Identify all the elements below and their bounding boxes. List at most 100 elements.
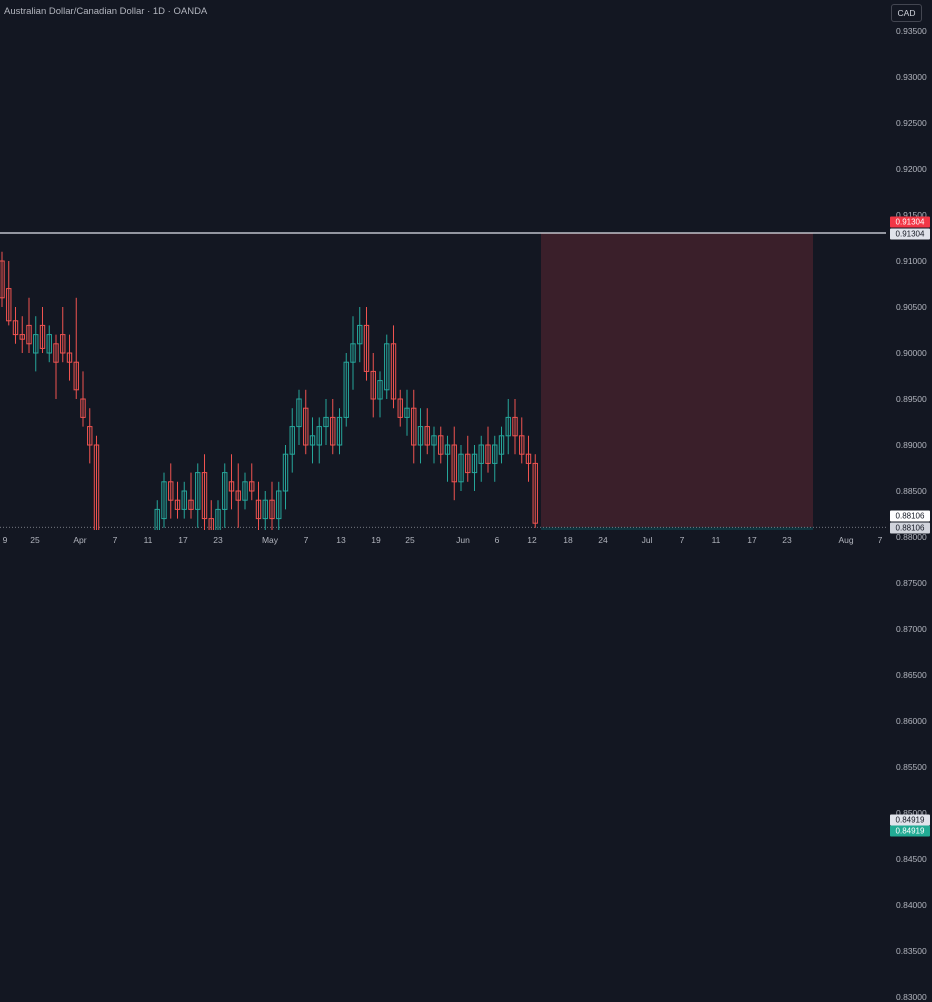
stop-loss-price-tag: 0.91304 (890, 216, 930, 228)
candle-body (363, 324, 370, 372)
candle-body (215, 508, 221, 530)
time-tick-label: 17 (747, 535, 757, 545)
time-tick-label: 7 (877, 535, 883, 545)
upper-level-price-tag: 0.91304 (890, 228, 930, 240)
candle-body (53, 343, 59, 363)
candle-body (492, 444, 498, 464)
price-tick-label: 0.87000 (896, 624, 927, 634)
candle-body (6, 288, 12, 322)
time-tick-label: 6 (494, 535, 500, 545)
time-tick-label: 25 (30, 535, 40, 545)
candle-body (465, 453, 471, 474)
currency-button[interactable]: CAD (891, 4, 922, 22)
candle-body (73, 361, 79, 391)
candle-body (471, 453, 478, 474)
candle-body (0, 260, 5, 299)
candle-body (357, 324, 363, 345)
time-tick-label: Apr (73, 535, 87, 545)
time-tick-label: Jul (641, 535, 653, 545)
candle-body (195, 472, 201, 510)
time-tick-label: 7 (679, 535, 685, 545)
time-tick-label: 24 (598, 535, 608, 545)
chart-canvas[interactable] (0, 0, 886, 530)
candle-body (282, 453, 289, 492)
price-tick-label: 0.91000 (896, 256, 927, 266)
price-tick-label: 0.90000 (896, 348, 927, 358)
price-tick-label: 0.84000 (896, 900, 927, 910)
candle-body (161, 481, 167, 520)
candle-body (377, 380, 383, 400)
price-tick-label: 0.89000 (896, 440, 927, 450)
candle-body (411, 407, 417, 446)
candle-body (33, 334, 39, 354)
price-tick-label: 0.93000 (896, 72, 927, 82)
candle-body (458, 453, 464, 483)
price-tick-label: 0.86500 (896, 670, 927, 680)
candle-body (343, 361, 349, 418)
candle-body (512, 416, 518, 437)
candle-body (323, 416, 329, 428)
candle-body (384, 343, 390, 391)
entry-price-tag: 0.88106 (890, 510, 930, 522)
candle-body (168, 481, 174, 501)
time-tick-label: 12 (527, 535, 537, 545)
candle-body (370, 370, 376, 400)
candle-body (451, 444, 457, 483)
chart-area[interactable]: Australian Dollar/Canadian Dollar · 1D ·… (0, 0, 886, 530)
time-tick-label: 18 (563, 535, 573, 545)
candle-body (485, 444, 491, 464)
candle-body (316, 426, 322, 446)
candle-body (444, 444, 451, 455)
candle-body (498, 435, 505, 455)
candle-body (228, 481, 235, 492)
time-tick-label: 13 (336, 535, 346, 545)
candle-body (19, 334, 25, 340)
candle-body (505, 416, 511, 437)
time-axis[interactable]: 9 25 Apr 7 11 17 23 May 7 13 19 25 Jun 6 12 18 24 Jul 7 11 1… (0, 530, 886, 550)
candle-body (296, 398, 302, 428)
candle-body (249, 481, 255, 492)
time-tick-label: 9 (2, 535, 8, 545)
price-axis[interactable]: 0.93500 0.93000 0.92500 0.92000 0.91500 0.910… (886, 0, 932, 1002)
candle-body (330, 416, 336, 446)
candle-body (262, 499, 268, 520)
candle-body (208, 518, 214, 530)
take-profit-zone (541, 527, 813, 530)
candle-body (350, 343, 356, 363)
candle-body (519, 435, 525, 455)
candle-body (289, 426, 295, 455)
candle-body (417, 426, 424, 446)
candle-body (242, 481, 248, 501)
candle-body (303, 407, 309, 446)
candle-body (255, 499, 262, 520)
time-tick-label: 23 (213, 535, 223, 545)
price-tick-label: 0.83500 (896, 946, 927, 956)
candle-body (397, 398, 403, 418)
candle-body (269, 499, 275, 520)
price-tick-label: 0.93500 (896, 26, 927, 36)
candle-body (26, 324, 32, 345)
candle-body (309, 435, 316, 446)
time-tick-label: Aug (838, 535, 854, 545)
time-tick-label: May (261, 535, 279, 545)
price-tick-label: 0.92000 (896, 164, 927, 174)
candle-body (93, 444, 100, 530)
candle-body (276, 490, 282, 520)
candle-body (80, 398, 86, 418)
candle-body (404, 407, 410, 418)
current-price-tag: 0.88106 (890, 522, 930, 534)
candle-body (525, 453, 532, 464)
price-tick-label: 0.84500 (896, 854, 927, 864)
candle-body (87, 426, 93, 446)
price-tick-label: 0.89500 (896, 394, 927, 404)
price-tick-label: 0.91500 (896, 210, 927, 220)
candle-body (478, 444, 484, 464)
candle-body (60, 334, 66, 354)
candle-body (532, 462, 538, 524)
candle-body (201, 472, 208, 520)
candle-body (438, 435, 444, 455)
symbol-title[interactable]: Australian Dollar/Canadian Dollar · 1D ·… (4, 6, 208, 17)
candle-body (424, 426, 430, 446)
candle-body (222, 472, 228, 510)
time-tick-label: Jun (456, 535, 470, 545)
